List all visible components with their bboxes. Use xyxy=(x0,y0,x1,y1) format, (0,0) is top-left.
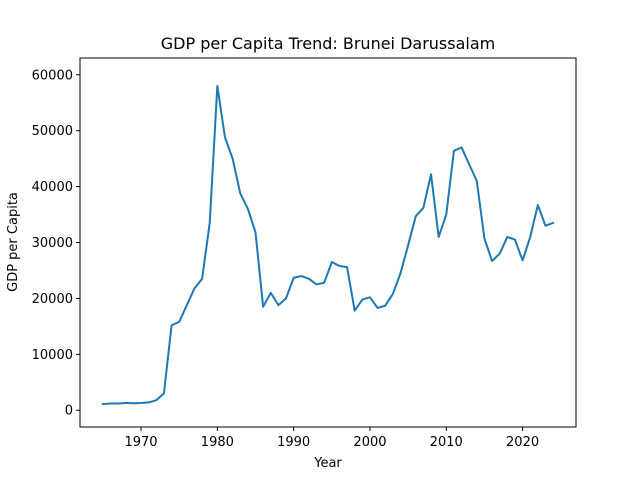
x-axis-label: Year xyxy=(313,456,342,471)
x-tick-label: 2010 xyxy=(430,435,463,450)
y-tick-label: 0 xyxy=(65,404,73,419)
x-tick-label: 1980 xyxy=(201,435,234,450)
y-tick-label: 60000 xyxy=(32,68,73,83)
x-tick-label: 1970 xyxy=(124,435,157,450)
x-tick-label: 2000 xyxy=(353,435,386,450)
y-tick-label: 40000 xyxy=(32,180,73,195)
y-tick-label: 30000 xyxy=(32,236,73,251)
y-axis-ticks: 0 10000 20000 30000 40000 50000 60000 xyxy=(32,68,80,419)
plot-frame xyxy=(79,57,577,428)
x-axis-ticks: 1970 1980 1990 2000 2010 2020 xyxy=(124,427,539,450)
series-line xyxy=(101,84,555,406)
y-tick-label: 10000 xyxy=(32,348,73,363)
y-tick-label: 20000 xyxy=(32,292,73,307)
y-axis-label: GDP per Capita xyxy=(6,192,21,292)
chart-title: GDP per Capita Trend: Brunei Darussalam xyxy=(161,34,496,53)
x-tick-label: 2020 xyxy=(506,435,539,450)
y-tick-label: 50000 xyxy=(32,124,73,139)
x-tick-label: 1990 xyxy=(277,435,310,450)
